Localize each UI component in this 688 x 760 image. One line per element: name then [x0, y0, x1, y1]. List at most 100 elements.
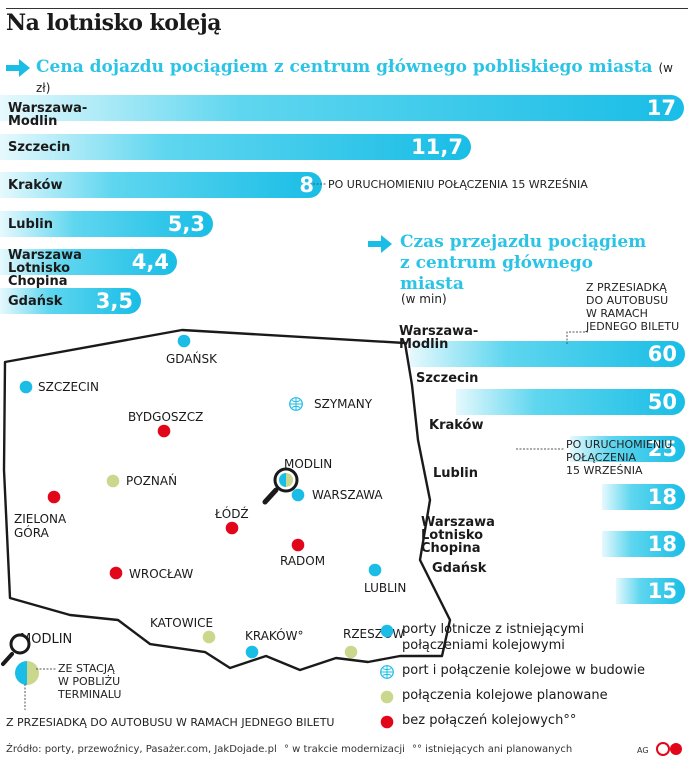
city-label: ŁÓDŹ: [215, 507, 249, 521]
city-label: LUBLIN: [364, 581, 407, 595]
price-bar-value: 17: [646, 96, 676, 120]
city-marker-icon: [368, 563, 382, 577]
bar-label-line: Warszawa-Modlin: [8, 101, 88, 129]
inset-leader: [36, 668, 56, 670]
bar-label-line: Szczecin: [8, 139, 71, 155]
note-line: ZE STACJĄ: [58, 662, 115, 675]
city-label: KRAKÓW°: [245, 629, 304, 643]
city-marker-icon: [289, 397, 303, 411]
price-bar-label: Lublin: [8, 218, 53, 231]
note-line: W POBLIŻU: [58, 675, 121, 688]
time-unit: (w min): [401, 292, 447, 306]
city-marker-icon: [291, 538, 305, 552]
time-subtitle-line: Czas przejazdu pociągiem: [400, 232, 647, 252]
legend-line: bez połączeń kolejowych°°: [402, 713, 577, 728]
inset-bottom-note: Z PRZESIADKĄ DO AUTOBUSU W RAMACH JEDNEG…: [6, 716, 335, 729]
city-label: SZCZECIN: [38, 380, 99, 394]
arrow-right-icon: [368, 235, 392, 253]
bar-label-line: Lotnisko Chopina: [8, 261, 71, 289]
legend-label: port i połączenie kolejowe w budowie: [402, 663, 645, 679]
city-label: GDAŃSK: [166, 352, 217, 366]
magnifier-icon: [262, 467, 299, 505]
time-subtitle: Czas przejazdu pociągiem z centrum główn…: [400, 232, 646, 295]
time-subtitle-line: z centrum głównego: [400, 253, 593, 273]
city-label: BYDGOSZCZ: [128, 410, 204, 424]
time-krakow-note: PO URUCHOMIENIU POŁĄCZENIA 15 WRZEŚNIA: [566, 438, 672, 477]
bar-label-line: Warszawa: [8, 248, 82, 263]
price-bar-label: Kraków: [8, 179, 63, 192]
legend-marker-icon: [380, 665, 394, 679]
copyright-logo-icon: [656, 742, 682, 756]
price-bar-value: 4,4: [131, 250, 169, 274]
legend-line: połączeniami kolejowymi: [402, 638, 565, 653]
note-line: POŁĄCZENIA: [566, 451, 636, 464]
city-marker-icon: [157, 424, 171, 438]
price-bar-value: 5,3: [167, 211, 205, 236]
city-label: RZESZÓW: [343, 627, 405, 641]
city-marker-icon: [245, 645, 259, 659]
price-unit: (w zł): [36, 61, 673, 95]
price-bar: [0, 210, 213, 237]
time-bar: [410, 341, 685, 367]
time-bar-value: 18: [647, 532, 677, 556]
city-label: RADOM: [280, 554, 326, 568]
city-label: MODLIN: [284, 457, 333, 471]
legend-line: połączenia kolejowe planowane: [402, 688, 608, 703]
time-bar-value: 15: [647, 579, 677, 603]
time-bar-label: Gdańsk: [432, 561, 487, 576]
time-bar-label: Warszawa-Modlin: [399, 324, 479, 352]
time-subtitle-line: miasta: [400, 274, 464, 294]
footer-note-1: ° w trakcie modernizacji: [284, 744, 405, 755]
city-label: ZIELONA GÓRA: [14, 512, 67, 540]
city-marker-icon: [47, 490, 61, 504]
city-marker-icon: [177, 334, 191, 348]
legend-marker-icon: [380, 690, 394, 704]
price-bar-value: 3,5: [95, 288, 133, 313]
time-bar-value: 60: [647, 342, 677, 366]
note-line: JEDNEGO BILETU: [586, 320, 680, 333]
footer-note-2: °° istniejących ani planowanych: [412, 744, 573, 755]
inset-leader-vertical: [24, 684, 26, 710]
time-bar-value: 25: [647, 437, 677, 461]
time-bar: [602, 531, 685, 557]
inset-note: ZE STACJĄ W POBLIŻU TERMINALU: [58, 662, 121, 701]
footer-source: Źródło: porty, przewoźnicy, Pasażer.com,…: [6, 744, 277, 755]
note-line: W RAMACH: [586, 307, 648, 320]
city-label: WARSZAWA: [312, 488, 383, 502]
inset-title: MODLIN: [20, 632, 73, 647]
price-krakow-note: PO URUCHOMIENIU POŁĄCZENIA 15 WRZEŚNIA: [328, 178, 588, 191]
split-marker-icon: [15, 661, 39, 685]
note-line: PO URUCHOMIENIU: [566, 438, 673, 451]
price-krakow-leader: [313, 183, 327, 185]
city-label: WROCŁAW: [129, 567, 194, 581]
footer-ag: AG: [637, 746, 649, 755]
time-bar-label: Szczecin: [416, 371, 479, 386]
time-modlin-note: Z PRZESIADKĄ DO AUTOBUSU W RAMACH JEDNEG…: [586, 281, 679, 333]
note-line: DO AUTOBUSU: [586, 294, 669, 307]
bar-label-line: Lublin: [8, 216, 54, 232]
city-marker-icon: [19, 380, 33, 394]
price-bar-label: Warszawa-Modlin: [8, 102, 87, 128]
bar-label-line: Gdańsk: [8, 293, 63, 309]
top-rule: [6, 8, 688, 9]
price-bar-label: Szczecin: [8, 141, 70, 154]
legend-label: bez połączeń kolejowych°°: [402, 713, 576, 729]
city-marker-icon: [344, 645, 358, 659]
poland-map: [2, 328, 452, 672]
time-bar: [616, 578, 685, 604]
city-marker-icon: [106, 474, 120, 488]
legend-line: port i połączenie kolejowe w budowie: [402, 663, 646, 678]
time-modlin-leader: [566, 331, 588, 344]
poland-outline: [2, 328, 452, 672]
time-bar: [570, 436, 685, 462]
arrow-right-icon: [6, 59, 30, 77]
city-marker-icon: [202, 630, 216, 644]
price-subtitle: Cena dojazdu pociągiem z centrum główneg…: [36, 57, 688, 97]
price-bar: [0, 172, 322, 198]
time-bar: [602, 484, 685, 510]
city-marker-icon: [225, 521, 239, 535]
time-bar-label: Warszawa Lotnisko Chopina: [421, 515, 495, 556]
note-line: Z PRZESIADKĄ: [586, 281, 667, 294]
note-line: TERMINALU: [58, 688, 122, 701]
time-krakow-leader: [516, 448, 564, 450]
